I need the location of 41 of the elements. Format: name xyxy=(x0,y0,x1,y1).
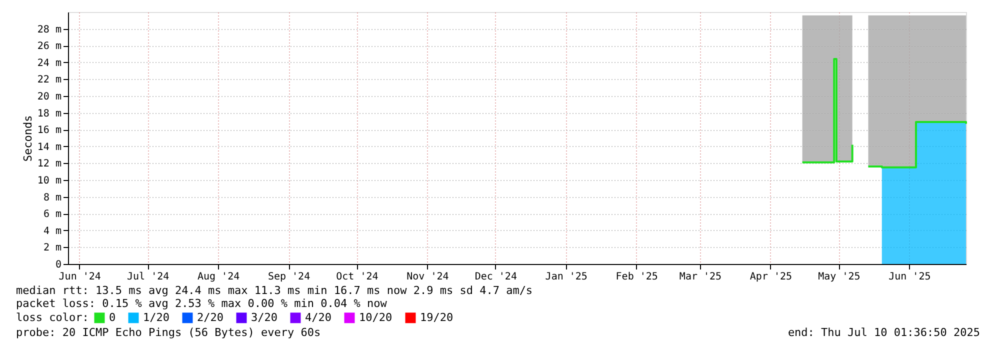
y-tick-label: 6 m xyxy=(43,209,62,220)
y-tick-label: 14 m xyxy=(37,142,62,153)
text: probe: 20 ICMP Echo Pings (56 Bytes) every 60s xyxy=(16,326,321,339)
legend-label: 3/20 xyxy=(251,310,278,324)
text: packet loss: 0.15 % avg 2.53 % max 0.00 % min 0.04 % now xyxy=(16,297,388,310)
x-tick-label: Nov '24 xyxy=(406,272,449,282)
y-tick-label: 22 m xyxy=(37,74,62,86)
legend-title: loss color: xyxy=(16,311,89,324)
x-tick-label: Mar '25 xyxy=(679,272,722,282)
x-tick-label: Jul '24 xyxy=(126,272,170,282)
y-tick-label: 16 m xyxy=(37,125,62,136)
x-tick-label: May '25 xyxy=(818,272,860,282)
x-tick-label: Jun '25 xyxy=(888,272,931,282)
legend-label: 0 xyxy=(109,310,116,324)
legend-label: 1/20 xyxy=(143,310,170,324)
y-tick-label: 2 m xyxy=(43,242,62,254)
legend-label: 2/20 xyxy=(197,310,224,324)
x-tick-label: Jun '24 xyxy=(58,272,101,282)
x-tick-label: Sep '24 xyxy=(268,272,310,282)
x-tick-label: Aug '24 xyxy=(197,272,240,282)
y-tick-label: 8 m xyxy=(43,192,62,204)
x-tick-label: Apr '25 xyxy=(750,272,792,282)
x-tick-label: Oct '24 xyxy=(336,272,378,282)
text: end: Thu Jul 10 01:36:50 2025 xyxy=(788,326,980,339)
y-tick-label: 24 m xyxy=(37,58,62,69)
y-tick-label: 4 m xyxy=(43,226,62,237)
y-tick-label: 20 m xyxy=(37,92,62,102)
legend-label: 19/20 xyxy=(420,310,454,324)
y-tick-label: 26 m xyxy=(37,41,62,52)
x-tick-label: Dec '24 xyxy=(474,272,517,282)
x-tick-label: Jan '25 xyxy=(545,272,588,282)
y-tick-label: 10 m xyxy=(37,176,62,186)
y-tick-label: 28 m xyxy=(37,24,62,36)
text: median rtt: 13.5 ms avg 24.4 ms max 11.3 ms min 16.7 ms now 2.9 ms sd 4.7 am/s xyxy=(16,284,533,297)
y-tick-label: 0 xyxy=(55,260,62,270)
y-tick-label: 18 m xyxy=(37,108,62,120)
y-tick-label: 12 m xyxy=(37,158,62,170)
x-tick-label: Feb '25 xyxy=(616,272,658,282)
y-axis-title: Seconds xyxy=(21,115,34,162)
legend-label: 10/20 xyxy=(359,310,392,324)
legend-label: 4/20 xyxy=(305,310,332,324)
